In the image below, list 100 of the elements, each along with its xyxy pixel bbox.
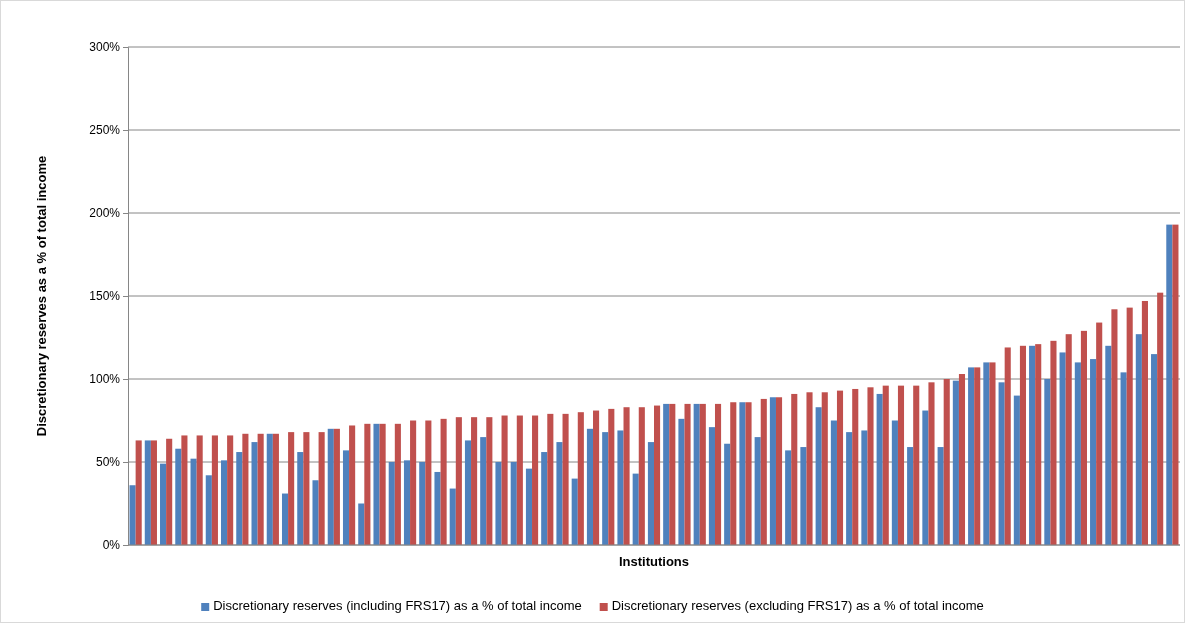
bar bbox=[937, 447, 944, 545]
bar bbox=[166, 438, 173, 545]
bar bbox=[318, 432, 325, 545]
bar bbox=[1111, 309, 1118, 545]
bar bbox=[1019, 345, 1027, 545]
bar bbox=[593, 410, 600, 545]
bar bbox=[943, 379, 950, 545]
bar bbox=[1004, 347, 1011, 545]
bar bbox=[882, 385, 889, 545]
bar bbox=[571, 478, 578, 545]
bar bbox=[1105, 345, 1112, 545]
bar bbox=[297, 452, 304, 545]
bar bbox=[730, 402, 737, 545]
bar bbox=[760, 398, 767, 545]
bar bbox=[410, 420, 417, 545]
bar bbox=[922, 410, 929, 545]
bar bbox=[525, 468, 533, 545]
bar bbox=[1151, 354, 1158, 545]
bar bbox=[434, 471, 441, 545]
y-tick-label: 250% bbox=[89, 123, 121, 138]
bar bbox=[1074, 362, 1081, 545]
bar bbox=[562, 413, 569, 545]
bar bbox=[1044, 379, 1051, 545]
bar bbox=[821, 392, 828, 545]
bar bbox=[312, 480, 319, 545]
bar bbox=[617, 430, 624, 545]
bar bbox=[266, 433, 273, 545]
bar bbox=[1013, 395, 1020, 545]
bar bbox=[480, 437, 487, 545]
bar bbox=[632, 473, 639, 545]
bar bbox=[791, 393, 798, 545]
bar bbox=[806, 392, 813, 545]
bar bbox=[724, 443, 731, 545]
bar bbox=[1080, 330, 1087, 545]
y-tick-label: 150% bbox=[89, 289, 121, 304]
bar bbox=[836, 390, 844, 545]
bar bbox=[144, 440, 151, 545]
bar bbox=[358, 503, 365, 545]
bar bbox=[327, 428, 334, 545]
bar bbox=[464, 440, 472, 545]
legend-label: Discretionary reserves (excluding FRS17) as a % of total income bbox=[611, 598, 984, 613]
bar bbox=[440, 418, 447, 545]
bar bbox=[547, 413, 554, 545]
bar bbox=[251, 442, 258, 545]
bar bbox=[1059, 352, 1066, 545]
bar bbox=[516, 415, 523, 545]
bar bbox=[623, 407, 630, 545]
bar bbox=[867, 387, 874, 545]
bar bbox=[349, 425, 356, 545]
bar bbox=[708, 427, 715, 545]
bar bbox=[861, 430, 868, 545]
bar bbox=[769, 397, 776, 545]
bar bbox=[160, 463, 167, 545]
y-tick-label: 200% bbox=[89, 206, 121, 221]
bar bbox=[754, 437, 761, 545]
bar bbox=[968, 367, 975, 545]
bar bbox=[1065, 334, 1072, 545]
bar bbox=[501, 415, 508, 545]
bar bbox=[150, 440, 157, 545]
bar bbox=[876, 393, 883, 545]
bar bbox=[1090, 359, 1097, 545]
bar bbox=[257, 433, 264, 545]
bar bbox=[236, 452, 243, 545]
bar bbox=[196, 435, 203, 545]
bar bbox=[373, 423, 380, 545]
bar bbox=[449, 488, 456, 545]
bar bbox=[1035, 344, 1042, 545]
bar bbox=[471, 417, 478, 545]
bar bbox=[800, 447, 807, 545]
bar bbox=[852, 388, 859, 545]
bar bbox=[272, 433, 279, 545]
bar bbox=[693, 403, 700, 545]
bar bbox=[1126, 307, 1133, 545]
bar bbox=[227, 435, 234, 545]
bar bbox=[602, 432, 609, 545]
bar bbox=[638, 407, 645, 545]
bar bbox=[907, 447, 914, 545]
bar bbox=[388, 462, 395, 545]
bar bbox=[974, 367, 981, 545]
bar bbox=[379, 423, 386, 545]
bar bbox=[1141, 300, 1148, 545]
bar bbox=[1172, 224, 1179, 545]
bar bbox=[846, 432, 853, 545]
bar bbox=[714, 403, 722, 545]
bar bbox=[699, 403, 706, 545]
bar bbox=[897, 385, 905, 545]
bar bbox=[1096, 322, 1103, 545]
bar bbox=[333, 428, 340, 545]
bar bbox=[364, 423, 371, 545]
bar bbox=[510, 462, 517, 545]
bar bbox=[891, 420, 898, 545]
bar bbox=[190, 458, 197, 545]
bar bbox=[425, 420, 432, 545]
bar bbox=[181, 435, 188, 545]
bar bbox=[532, 415, 539, 545]
bar bbox=[211, 435, 218, 545]
bar bbox=[1135, 334, 1142, 545]
bar bbox=[281, 493, 289, 545]
bar bbox=[419, 462, 426, 545]
bar bbox=[669, 403, 676, 545]
